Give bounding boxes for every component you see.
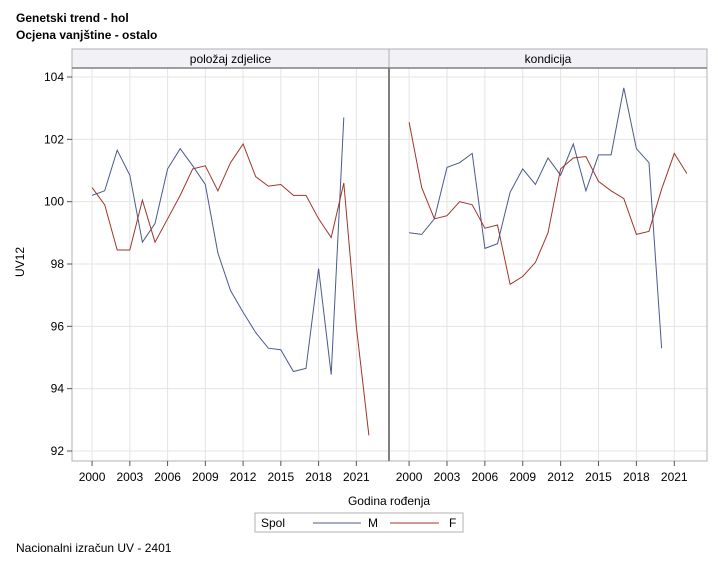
x-tick-label: 2012 <box>230 470 257 484</box>
x-tick-label: 2021 <box>661 470 688 484</box>
x-tick-label: 2006 <box>154 470 181 484</box>
series-line-f <box>91 142 370 436</box>
y-axis: UV12 92 94 96 98 100 102 104 <box>13 70 72 458</box>
series-lines <box>91 87 688 436</box>
y-tick-label: 92 <box>51 444 65 458</box>
gridlines <box>72 68 707 461</box>
footnote: Nacionalni izračun UV - 2401 <box>16 541 172 555</box>
x-tick-label: 2003 <box>434 470 461 484</box>
panel-header-label: kondicija <box>525 52 572 66</box>
series-line-m <box>91 117 345 375</box>
y-tick-label: 96 <box>51 319 65 333</box>
x-tick-label: 2009 <box>509 470 536 484</box>
x-tick-label: 2021 <box>343 470 370 484</box>
x-tick-label: 2000 <box>396 470 423 484</box>
x-tick-label: 2006 <box>472 470 499 484</box>
x-tick-label: 2018 <box>305 470 332 484</box>
legend-title: Spol <box>261 516 285 530</box>
x-tick-label: 2009 <box>192 470 219 484</box>
x-tick-label: 2018 <box>623 470 650 484</box>
legend: Spol M F <box>254 512 464 533</box>
x-tick-label: 2015 <box>585 470 612 484</box>
x-axis-label: Godina rođenja <box>348 494 430 508</box>
y-tick-label: 94 <box>51 382 65 396</box>
y-tick-label: 104 <box>44 70 64 84</box>
panel-headers: položaj zdjelice kondicija <box>71 48 708 69</box>
y-tick-label: 102 <box>44 132 64 146</box>
x-tick-label: 2012 <box>547 470 574 484</box>
y-axis-label: UV12 <box>13 247 27 277</box>
x-tick-label: 2003 <box>116 470 143 484</box>
series-line-f <box>408 122 688 286</box>
panel-header-label: položaj zdjelice <box>190 52 272 66</box>
y-tick-label: 98 <box>51 257 65 271</box>
y-tick-label: 100 <box>44 195 64 209</box>
x-axis: Godina rođenja 2000 2003 2006 2009 2012 2015 2… <box>79 461 688 508</box>
x-tick-label: 2000 <box>79 470 106 484</box>
plot-frame <box>71 67 708 462</box>
chart-title-line1: Genetski trend - hol <box>16 11 129 25</box>
series-line-m <box>409 87 663 349</box>
legend-label-m: M <box>368 516 378 530</box>
x-tick-label: 2015 <box>267 470 294 484</box>
legend-label-f: F <box>449 516 456 530</box>
chart-title-line2: Ocjena vanjštine - ostalo <box>16 28 158 42</box>
